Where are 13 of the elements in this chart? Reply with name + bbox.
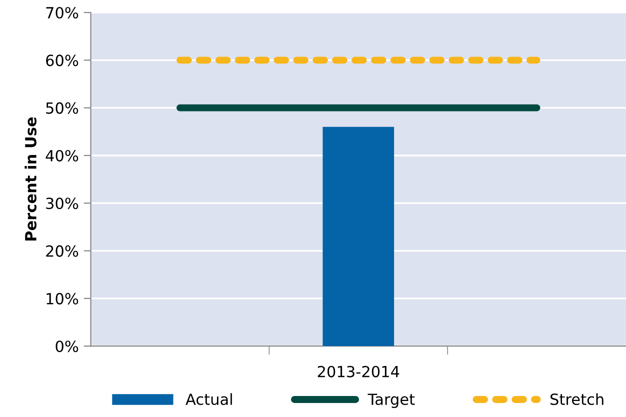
y-axis-title: Percent in Use [24,117,36,241]
y-tick-label: 40% [46,150,78,162]
legend-label: Actual [186,393,232,406]
y-tick-label: 0% [56,340,78,352]
x-tick-label: 2013-2014 [318,366,400,378]
y-tick-label: 60% [46,54,78,66]
legend-label: Stretch [550,393,604,406]
y-tick-label: 70% [46,6,78,19]
y-tick-label: 10% [46,292,78,304]
y-tick-label: 30% [46,198,78,210]
y-tick-label: 20% [46,245,78,257]
y-tick-label: 50% [46,102,78,114]
legend-label: Target [368,394,415,408]
